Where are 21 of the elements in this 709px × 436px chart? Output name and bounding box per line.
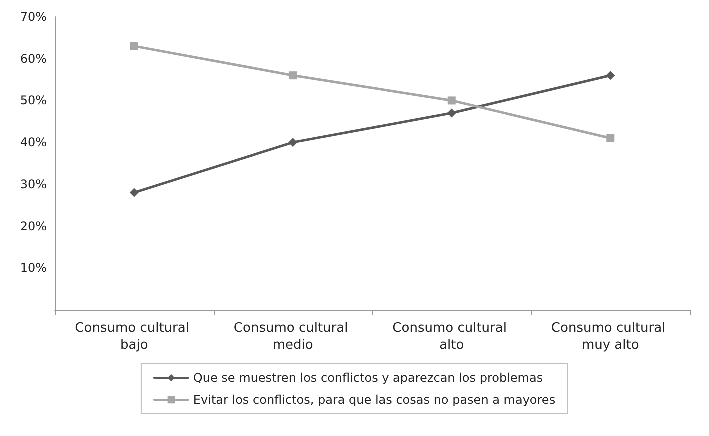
x-tick-label: Consumo cultural medio bbox=[234, 321, 352, 353]
y-tick-label: 10% bbox=[20, 261, 47, 276]
legend-label: Evitar los conflictos, para que las cosas no pasen a mayores bbox=[193, 393, 556, 407]
point bbox=[289, 72, 298, 80]
y-tick-label: 30% bbox=[20, 177, 47, 192]
point bbox=[447, 108, 456, 118]
y-tick-label: 20% bbox=[20, 219, 47, 234]
y-tick-label: 50% bbox=[20, 94, 47, 108]
y-tick-label: 70% bbox=[20, 10, 47, 24]
x-tick-label: Consumo cultural bajo bbox=[75, 321, 194, 353]
point bbox=[130, 188, 139, 198]
point bbox=[130, 42, 138, 50]
y-tick-label: 60% bbox=[20, 52, 47, 66]
legend-label: Que se muestren los conflictos y aparezcan los problemas bbox=[193, 371, 544, 385]
x-tick-label: Consumo cultural alto bbox=[392, 321, 512, 353]
point bbox=[288, 138, 298, 148]
point bbox=[606, 71, 616, 80]
x-tick-label: Consumo cultural muy alto bbox=[551, 321, 670, 353]
point bbox=[606, 134, 615, 142]
y-tick-label: 40% bbox=[20, 136, 47, 150]
point bbox=[448, 96, 456, 105]
